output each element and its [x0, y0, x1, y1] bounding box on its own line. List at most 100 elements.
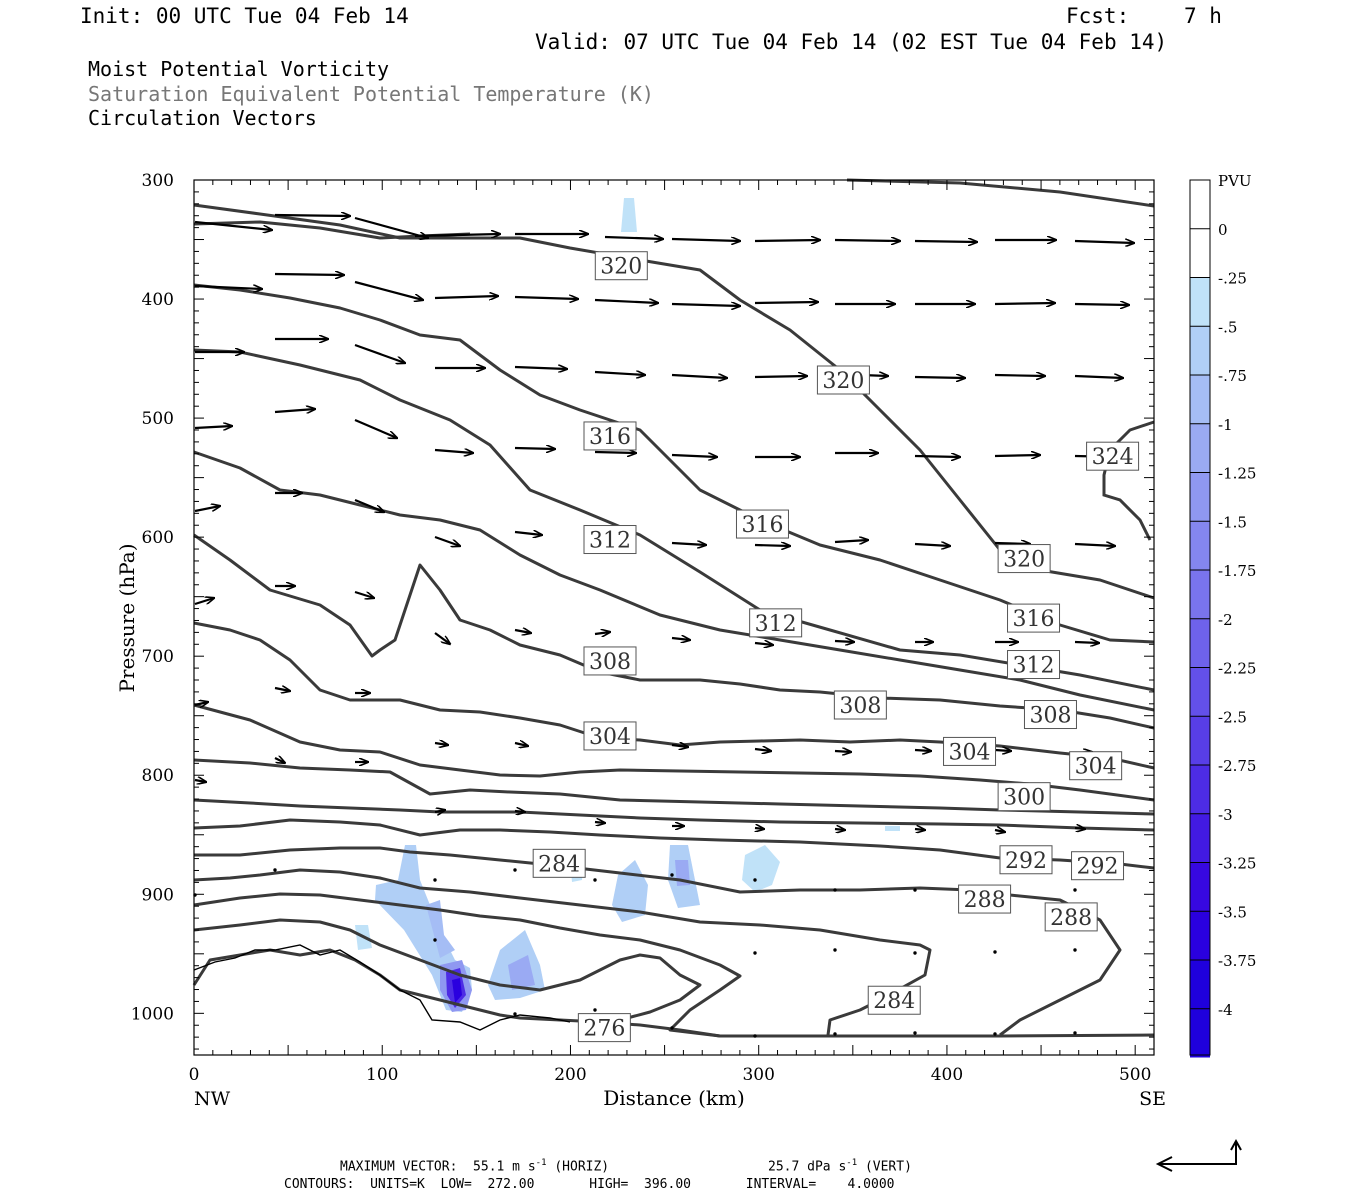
reference-vector — [1155, 1138, 1242, 1172]
circulation-vector — [414, 234, 500, 236]
forecast-hour: 7 h — [1184, 4, 1222, 28]
colorbar-label: -1 — [1218, 416, 1233, 434]
vector-dot — [753, 1034, 757, 1038]
circulation-vector — [914, 829, 925, 830]
circulation-vector — [594, 822, 605, 823]
circulation-vector — [434, 535, 460, 546]
colorbar-label: 0 — [1218, 221, 1228, 239]
contour-label-box — [1044, 902, 1098, 932]
circulation-vector — [914, 241, 977, 242]
forecast-label: Fcst: — [1066, 4, 1130, 28]
contour-label-box — [958, 884, 1012, 914]
vector-dot — [1073, 948, 1077, 952]
theta-es-contours — [192, 178, 1155, 1038]
contour-label: 300 — [1003, 786, 1045, 811]
circulation-vector — [754, 749, 771, 751]
vector-dot — [833, 948, 837, 952]
max-vertical-text: 25.7 dPa s-1 (VERT) — [768, 1158, 912, 1175]
pv-region — [742, 845, 780, 892]
circulation-vector — [594, 372, 645, 375]
contour-label-box — [943, 736, 997, 766]
circulation-vector — [994, 830, 1005, 832]
colorbar-swatch — [1190, 667, 1210, 717]
contour-label: 308 — [589, 650, 631, 675]
circulation-vector — [914, 750, 931, 751]
colorbar-swatch — [1190, 911, 1210, 960]
vector-dot — [913, 951, 917, 955]
contour-label-box — [735, 509, 789, 539]
circulation-vector — [754, 302, 818, 303]
circulation-vector — [274, 758, 285, 763]
circulation-vector — [434, 810, 445, 812]
colorbar-label: -1.75 — [1218, 562, 1256, 580]
contour-label: 304 — [589, 725, 631, 750]
circulation-vector — [434, 632, 450, 644]
contour-label: 304 — [949, 740, 991, 765]
contour-label-box — [532, 848, 586, 878]
circulation-vector — [434, 743, 448, 745]
contour-label-box — [583, 646, 637, 676]
circulation-vector — [354, 280, 423, 300]
plot-border — [193, 179, 1155, 1056]
contour-label: 320 — [1003, 548, 1045, 573]
contour-line — [193, 892, 1155, 1038]
circulation-vector — [914, 377, 965, 378]
vector-dot — [833, 1032, 837, 1036]
x-tick-label: 500 — [1119, 1065, 1151, 1085]
circulation-vector — [514, 448, 555, 449]
y-tick-label: 600 — [142, 528, 174, 548]
contour-label: 284 — [538, 852, 580, 877]
circulation-vector — [194, 220, 272, 230]
vector-dot — [913, 1031, 917, 1035]
contour-label: 304 — [1075, 755, 1117, 780]
contour-label-box — [997, 544, 1051, 574]
circulation-vector — [834, 829, 845, 830]
vector-dot — [513, 868, 517, 872]
colorbar-label: -.25 — [1218, 270, 1247, 288]
circulation-vector — [514, 743, 528, 746]
circulation-vector — [434, 450, 473, 453]
plot-frame — [193, 179, 1155, 1056]
colorbar-swatch — [1190, 765, 1210, 814]
contour-label: 320 — [822, 369, 864, 394]
circulation-vector — [1074, 544, 1115, 546]
colorbar-label: -3.25 — [1218, 855, 1256, 873]
colorbar-swatch — [1190, 375, 1210, 424]
contour-label-box — [1007, 650, 1061, 680]
circulation-vector — [755, 828, 764, 829]
y-tick-label: 500 — [142, 409, 174, 429]
circulation-vector — [754, 545, 790, 546]
colorbar-swatch — [1190, 472, 1210, 522]
colorbar-label: -3.5 — [1218, 903, 1247, 921]
field-moist-pv: Moist Potential Vorticity — [88, 57, 390, 81]
contour-label: 292 — [1005, 849, 1047, 874]
circulation-vector — [594, 632, 610, 634]
axes: 300 400 500 600 700 800 900 1000 0 100 200 300 400 50… — [115, 171, 1166, 1110]
contour-line — [193, 533, 1155, 730]
circulation-vector — [754, 643, 773, 645]
y-axis-label: Pressure (hPa) — [115, 544, 139, 693]
circulation-vector — [994, 455, 1040, 456]
circulation-vector — [354, 498, 384, 512]
y-tick-label: 800 — [142, 766, 174, 786]
colorbar-swatch — [1190, 716, 1210, 765]
contour-label: 316 — [741, 513, 783, 538]
circulation-vector — [671, 375, 727, 378]
contour-line — [194, 846, 1122, 1037]
colorbar-swatch — [1190, 228, 1210, 278]
contour-line — [193, 703, 1155, 802]
y-tick-label: 700 — [142, 647, 174, 667]
contour-label: 292 — [1077, 855, 1119, 880]
circulation-vector — [194, 780, 206, 782]
circulation-vector — [671, 638, 690, 640]
vector-dot — [670, 873, 674, 877]
contour-label: 316 — [1013, 607, 1055, 632]
pv-region — [621, 198, 637, 232]
contour-label-box — [999, 845, 1053, 875]
x-end-label-nw: NW — [194, 1088, 231, 1110]
contour-label-box — [1069, 751, 1123, 781]
contour-line — [846, 178, 1155, 208]
y-tick-label: 1000 — [131, 1004, 174, 1024]
contour-label-box — [816, 365, 870, 395]
contour-label-box — [833, 690, 887, 720]
